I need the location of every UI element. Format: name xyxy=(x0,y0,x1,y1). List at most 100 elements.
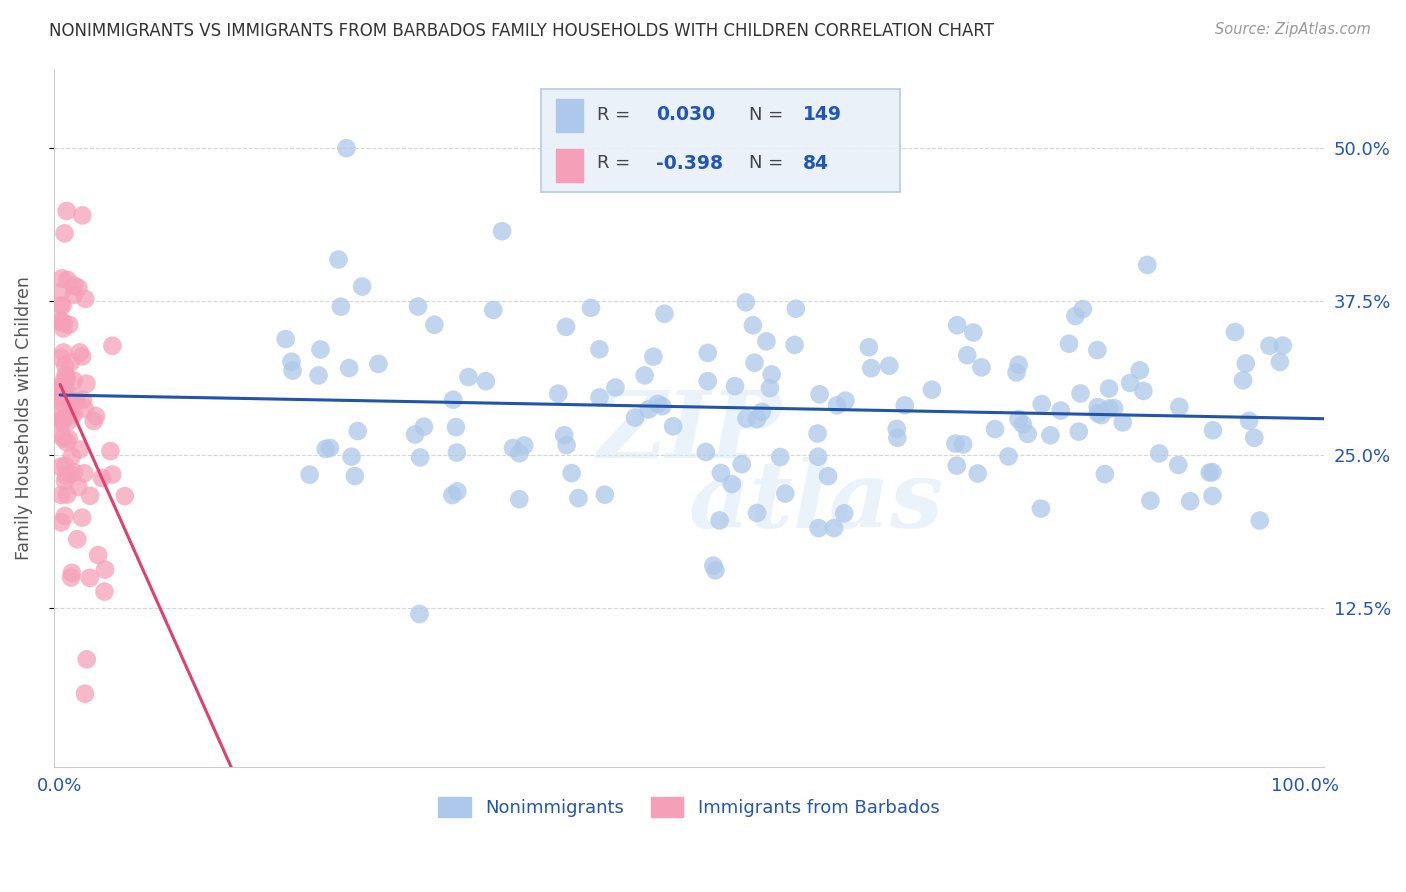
Point xyxy=(444,420,467,434)
Point xyxy=(53,508,76,523)
Point xyxy=(51,271,73,285)
Point xyxy=(60,406,83,420)
Point xyxy=(1136,258,1159,272)
Point xyxy=(825,398,848,412)
Point xyxy=(605,380,627,394)
Point xyxy=(51,285,73,299)
Point xyxy=(704,563,727,577)
Point xyxy=(423,318,446,332)
Point xyxy=(1201,465,1223,479)
Point xyxy=(785,301,807,316)
Point xyxy=(1070,386,1092,401)
Point xyxy=(69,345,91,359)
Point xyxy=(328,252,350,267)
Point xyxy=(547,386,569,401)
Point xyxy=(49,351,72,365)
Point xyxy=(52,391,75,405)
Point xyxy=(280,355,302,369)
Point xyxy=(72,208,94,222)
Point xyxy=(877,359,900,373)
Text: N =: N = xyxy=(749,154,783,172)
Point xyxy=(775,486,797,500)
Y-axis label: Family Households with Children: Family Households with Children xyxy=(15,276,32,560)
Point xyxy=(52,316,75,330)
Point xyxy=(62,374,84,388)
Point xyxy=(114,489,136,503)
Point xyxy=(413,419,436,434)
Point xyxy=(62,408,84,422)
Point xyxy=(69,442,91,457)
Point xyxy=(446,484,468,499)
Point xyxy=(823,521,845,535)
Point xyxy=(101,467,124,482)
Point xyxy=(457,370,479,384)
Point xyxy=(1098,401,1121,416)
Point xyxy=(73,401,96,416)
Point xyxy=(51,403,73,417)
Bar xyxy=(555,149,582,181)
Point xyxy=(59,467,82,482)
Point xyxy=(893,398,915,412)
Point xyxy=(62,288,84,302)
Point xyxy=(1237,414,1260,428)
Text: 0.030: 0.030 xyxy=(657,105,716,124)
Text: 84: 84 xyxy=(803,153,830,172)
Point xyxy=(1132,384,1154,398)
Point xyxy=(51,488,73,502)
Point xyxy=(1049,403,1071,417)
Point xyxy=(52,345,75,359)
Point xyxy=(720,477,742,491)
Point xyxy=(1234,356,1257,370)
Point xyxy=(53,227,76,241)
Point xyxy=(1168,400,1191,414)
Point xyxy=(886,431,908,445)
Point xyxy=(555,438,578,452)
Point xyxy=(475,374,498,388)
Point xyxy=(1017,426,1039,441)
Point xyxy=(73,687,96,701)
Point xyxy=(73,467,96,481)
Bar xyxy=(555,99,582,132)
Point xyxy=(702,558,724,573)
Point xyxy=(70,510,93,524)
Point xyxy=(962,326,984,340)
Point xyxy=(624,410,647,425)
Point xyxy=(49,416,72,430)
Point xyxy=(84,409,107,424)
Point xyxy=(513,439,536,453)
Point xyxy=(70,350,93,364)
Point xyxy=(1007,412,1029,426)
Point xyxy=(832,506,855,520)
Point xyxy=(329,300,352,314)
Point xyxy=(1139,493,1161,508)
Point xyxy=(817,469,839,483)
Text: atlas: atlas xyxy=(689,457,943,547)
Point xyxy=(52,299,75,313)
Point xyxy=(55,468,77,483)
Point xyxy=(1031,397,1053,411)
Point xyxy=(281,364,304,378)
Point xyxy=(921,383,943,397)
Point xyxy=(343,469,366,483)
Text: Source: ZipAtlas.com: Source: ZipAtlas.com xyxy=(1215,22,1371,37)
Point xyxy=(1085,343,1108,357)
Point xyxy=(633,368,655,383)
Point xyxy=(1067,425,1090,439)
Point xyxy=(806,426,828,441)
Point xyxy=(79,489,101,503)
Text: 149: 149 xyxy=(803,105,842,124)
Point xyxy=(1087,400,1109,414)
Point xyxy=(643,350,665,364)
Point xyxy=(1012,417,1035,432)
Point xyxy=(1087,406,1109,420)
Point xyxy=(695,445,717,459)
Point xyxy=(67,281,90,295)
Point xyxy=(408,607,430,621)
Point xyxy=(53,458,76,473)
Point xyxy=(956,348,979,362)
Point xyxy=(1029,501,1052,516)
Point xyxy=(308,368,330,383)
Point xyxy=(49,298,72,312)
Point xyxy=(49,313,72,327)
Point xyxy=(58,414,80,428)
